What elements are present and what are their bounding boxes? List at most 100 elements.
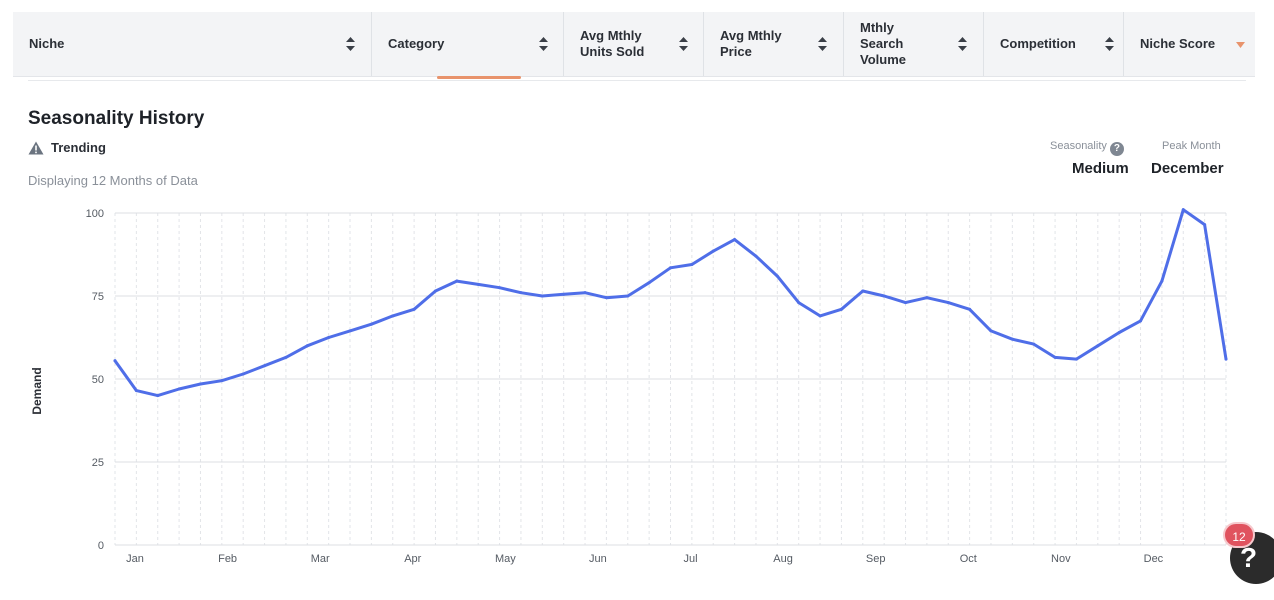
data-point (433, 289, 437, 293)
data-point (1117, 331, 1121, 335)
data-point (733, 238, 737, 242)
data-point (839, 307, 843, 311)
data-point (861, 289, 865, 293)
data-point (369, 322, 373, 326)
data-point (946, 301, 950, 305)
column-header-search-volume[interactable]: Mthly Search Volume (843, 12, 983, 76)
data-point (1010, 337, 1014, 341)
column-label: Avg Mthly Units Sold (580, 28, 645, 59)
data-point (1074, 357, 1078, 361)
data-point (177, 387, 181, 391)
sort-icon[interactable] (958, 37, 967, 51)
x-tick-label: Oct (960, 553, 977, 565)
column-label: Niche Score (1140, 36, 1216, 51)
data-point (989, 329, 993, 333)
data-point (882, 294, 886, 298)
trend-indicator: Trending (28, 140, 106, 155)
data-point (455, 279, 459, 283)
table-header: Niche Category Avg Mthly Units Sold Avg … (13, 12, 1255, 77)
data-point (1224, 357, 1228, 361)
data-point (391, 314, 395, 318)
sort-icon[interactable] (1105, 37, 1114, 51)
data-point (1160, 279, 1164, 283)
notification-badge: 12 (1223, 522, 1255, 548)
column-header-competition[interactable]: Competition (983, 12, 1123, 76)
y-tick-label: 100 (86, 208, 104, 220)
y-tick-label: 0 (98, 540, 104, 552)
data-point (754, 254, 758, 258)
x-tick-label: May (495, 553, 516, 565)
column-header-niche-score[interactable]: Niche Score (1123, 12, 1255, 76)
section-divider (28, 80, 1246, 81)
column-header-avg-units-sold[interactable]: Avg Mthly Units Sold (563, 12, 703, 76)
column-label: Mthly Search Volume (860, 20, 906, 67)
y-tick-label: 25 (92, 457, 104, 469)
data-point (241, 372, 245, 376)
data-point (647, 281, 651, 285)
data-point (327, 336, 331, 339)
x-tick-label: Jul (683, 553, 697, 565)
peak-month-value: December (1151, 160, 1224, 177)
data-point (156, 394, 160, 398)
data-point (519, 291, 523, 295)
data-point (1139, 319, 1143, 323)
data-point (583, 291, 587, 295)
column-header-niche[interactable]: Niche (13, 12, 371, 76)
data-point (562, 292, 566, 296)
section-title: Seasonality History (28, 108, 205, 129)
x-tick-label: Jun (589, 553, 607, 565)
active-tab-indicator (437, 76, 521, 79)
data-point (904, 301, 908, 305)
data-point (968, 307, 972, 311)
data-point (1203, 223, 1207, 227)
trend-label: Trending (51, 140, 106, 155)
y-tick-label: 75 (92, 291, 104, 303)
data-point (113, 359, 117, 363)
data-point (690, 262, 694, 266)
column-label: Avg Mthly Price (720, 28, 782, 59)
data-point (220, 379, 224, 383)
data-point (775, 274, 779, 278)
data-point (476, 282, 480, 286)
seasonality-chart: 0 25 50 75 100 Demand Jan Feb Mar Apr May Jun Jul Aug… (30, 208, 1228, 565)
sort-icon[interactable] (539, 37, 548, 51)
y-axis-title: Demand (30, 367, 44, 414)
seasonality-label: Seasonality (1050, 140, 1107, 152)
data-point (263, 364, 267, 368)
help-chat-button[interactable]: ? (1230, 532, 1274, 584)
x-tick-label: Aug (773, 553, 793, 565)
data-point (1181, 208, 1185, 212)
data-point (1032, 342, 1036, 346)
seasonality-value: Medium (1072, 160, 1129, 177)
seasonality-label-group: Seasonality? (1050, 140, 1124, 156)
y-tick-label: 50 (92, 374, 104, 386)
data-point (669, 266, 672, 270)
x-tick-label: Feb (218, 553, 237, 565)
sort-icon[interactable] (346, 37, 355, 51)
x-tick-label: Jan (126, 553, 144, 565)
data-point (198, 382, 202, 386)
sort-icon[interactable] (818, 37, 827, 51)
data-point (284, 355, 288, 359)
data-point (797, 301, 801, 305)
data-point (134, 389, 138, 393)
x-tick-label: Nov (1051, 553, 1071, 565)
sort-icon[interactable] (679, 37, 688, 51)
help-icon[interactable]: ? (1109, 142, 1124, 156)
data-point (604, 296, 608, 300)
data-point (540, 294, 544, 298)
data-point (711, 249, 715, 253)
data-point (818, 314, 822, 318)
column-header-category[interactable]: Category (371, 12, 563, 76)
data-point (305, 344, 309, 348)
data-point (348, 329, 352, 333)
sort-desc-icon[interactable] (1236, 41, 1245, 49)
column-header-avg-price[interactable]: Avg Mthly Price (703, 12, 843, 76)
data-point (1053, 355, 1057, 359)
column-label: Category (388, 36, 445, 51)
data-point (925, 296, 929, 300)
warning-triangle-icon (28, 141, 44, 154)
x-tick-label: Dec (1144, 553, 1164, 565)
column-label: Niche (29, 36, 65, 51)
x-tick-label: Mar (311, 553, 330, 565)
